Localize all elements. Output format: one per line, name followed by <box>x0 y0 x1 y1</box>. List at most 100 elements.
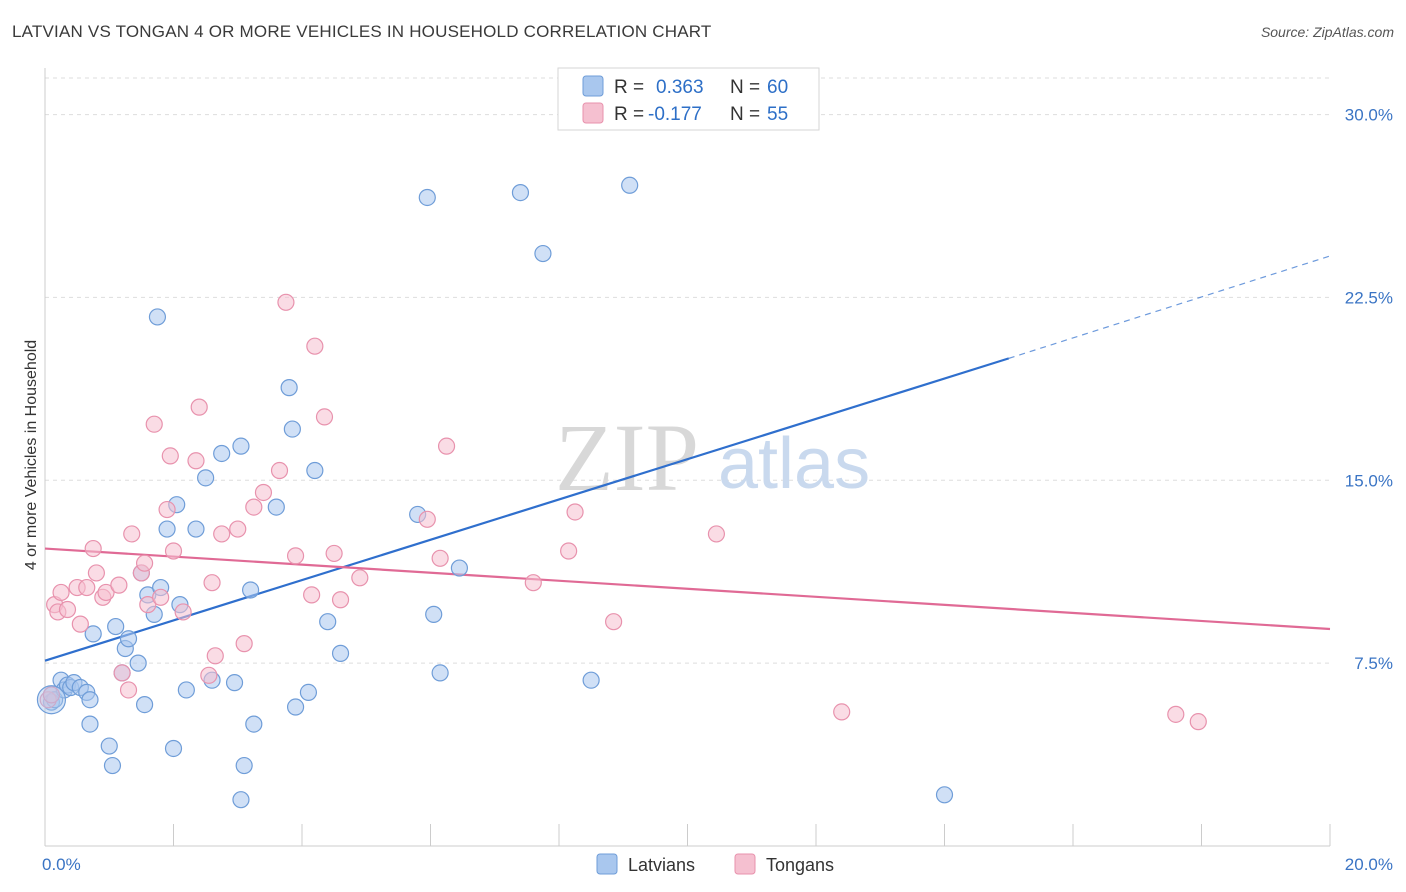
point-tongans-44 <box>351 569 369 587</box>
point-latvians-54 <box>511 183 530 202</box>
data-points <box>36 176 1207 809</box>
point-tongans-54 <box>1167 705 1185 723</box>
point-tongans-7 <box>71 615 89 633</box>
point-tongans-52 <box>707 525 726 543</box>
point-tongans-48 <box>524 574 542 592</box>
point-tongans-25 <box>174 603 192 621</box>
point-latvians-26 <box>158 520 176 538</box>
point-latvians-11 <box>81 715 99 733</box>
point-tongans-23 <box>161 447 179 465</box>
legend-swatch-latvians <box>582 75 604 97</box>
legend-r-label-tongans: R = <box>614 104 644 125</box>
legend-r-value-tongans: -0.177 <box>648 104 702 125</box>
x-tick-label-0: 0.0% <box>42 855 81 874</box>
point-latvians-56 <box>582 671 600 689</box>
point-tongans-5 <box>58 600 77 619</box>
y-tick-label-2: 22.5% <box>1345 288 1393 307</box>
point-tongans-45 <box>418 510 436 528</box>
point-latvians-52 <box>431 664 449 682</box>
point-latvians-27 <box>164 739 183 758</box>
point-latvians-39 <box>242 581 260 599</box>
point-latvians-32 <box>197 469 215 487</box>
point-tongans-28 <box>200 666 218 684</box>
point-tongans-26 <box>187 452 205 470</box>
legend-r-label-latvians: R = <box>614 77 644 98</box>
point-tongans-35 <box>254 483 273 502</box>
point-latvians-30 <box>177 681 195 699</box>
point-latvians-cluster <box>36 685 67 715</box>
point-latvians-21 <box>135 695 154 714</box>
y-tick-labels: 7.5% 15.0% 22.5% 30.0% <box>1345 106 1393 674</box>
point-latvians-38 <box>235 756 253 775</box>
legend-r-value-latvians: 0.363 <box>656 77 704 98</box>
point-tongans-9 <box>84 539 102 558</box>
point-tongans-40 <box>306 337 324 355</box>
point-tongans-30 <box>206 647 224 665</box>
point-tongans-15 <box>119 681 138 699</box>
point-latvians-40 <box>245 715 263 733</box>
point-latvians-15 <box>107 617 125 636</box>
point-latvians-34 <box>213 444 231 463</box>
point-tongans-51 <box>605 613 623 631</box>
y-tick-label-0: 7.5% <box>1354 654 1393 673</box>
point-tongans-20 <box>145 415 163 433</box>
point-tongans-18 <box>135 554 154 572</box>
point-tongans-36 <box>270 461 289 480</box>
trend-line-tongans <box>44 547 1331 631</box>
point-latvians-41 <box>267 498 285 516</box>
point-tongans-53 <box>833 703 851 721</box>
point-tongans-32 <box>229 520 247 538</box>
point-tongans-55 <box>1189 713 1207 731</box>
legend-swatch-tongans <box>582 102 604 124</box>
y-axis-label: 4 or more Vehicles in Household <box>23 340 40 570</box>
point-latvians-55 <box>534 244 552 263</box>
series-legend-label-latvians: Latvians <box>628 855 695 875</box>
point-tongans-31 <box>213 525 231 543</box>
point-tongans-47 <box>437 437 456 455</box>
point-tongans-33 <box>235 635 253 653</box>
correlation-legend: R = 0.363 N = 60 R = -0.177 N = 55 <box>557 67 820 131</box>
x-tick-labels: 0.0% 20.0% <box>42 855 1393 874</box>
y-tick-label-3: 30.0% <box>1345 106 1393 125</box>
series-legend-swatch-latvians <box>596 853 618 875</box>
point-tongans-16 <box>123 525 141 543</box>
point-latvians-19 <box>129 654 147 672</box>
point-latvians-24 <box>148 308 167 326</box>
point-tongans-21 <box>152 588 170 606</box>
point-tongans-10 <box>87 564 106 582</box>
point-tongans-46 <box>431 549 449 567</box>
series-legend-swatch-tongans <box>734 853 756 875</box>
point-latvians-13 <box>100 737 118 755</box>
watermark: ZIP atlas <box>555 404 870 511</box>
point-tongans-38 <box>286 547 305 565</box>
point-tongans-14 <box>113 664 131 682</box>
point-latvians-37 <box>232 437 250 455</box>
point-latvians-51 <box>425 605 443 623</box>
watermark-atlas: atlas <box>718 424 870 504</box>
series-legend: Latvians Tongans <box>596 853 834 875</box>
point-tongans-34 <box>245 498 263 516</box>
axes <box>44 68 1331 847</box>
point-tongans-12 <box>97 583 115 602</box>
point-tongans-4 <box>52 583 70 602</box>
point-tongans-42 <box>325 544 343 563</box>
point-tongans-8 <box>78 578 96 597</box>
point-latvians-36 <box>232 791 250 809</box>
point-latvians-44 <box>286 698 305 716</box>
point-latvians-48 <box>331 644 350 662</box>
source-credit: Source: ZipAtlas.com <box>1260 24 1394 40</box>
x-tick-label-1: 20.0% <box>1345 855 1393 874</box>
point-latvians-47 <box>319 613 337 631</box>
trend-line-latvians-extrapolated <box>1008 255 1331 359</box>
point-tongans-43 <box>331 591 350 609</box>
point-tongans-22 <box>158 500 176 519</box>
point-latvians-46 <box>306 461 324 480</box>
point-latvians-42 <box>280 379 298 397</box>
legend-n-value-latvians: 60 <box>767 77 788 98</box>
point-tongans-50 <box>566 503 584 521</box>
y-tick-label-1: 15.0% <box>1345 471 1393 490</box>
legend-n-label-latvians: N = <box>730 77 760 98</box>
point-tongans-1 <box>42 686 61 704</box>
point-tongans-13 <box>110 576 128 594</box>
